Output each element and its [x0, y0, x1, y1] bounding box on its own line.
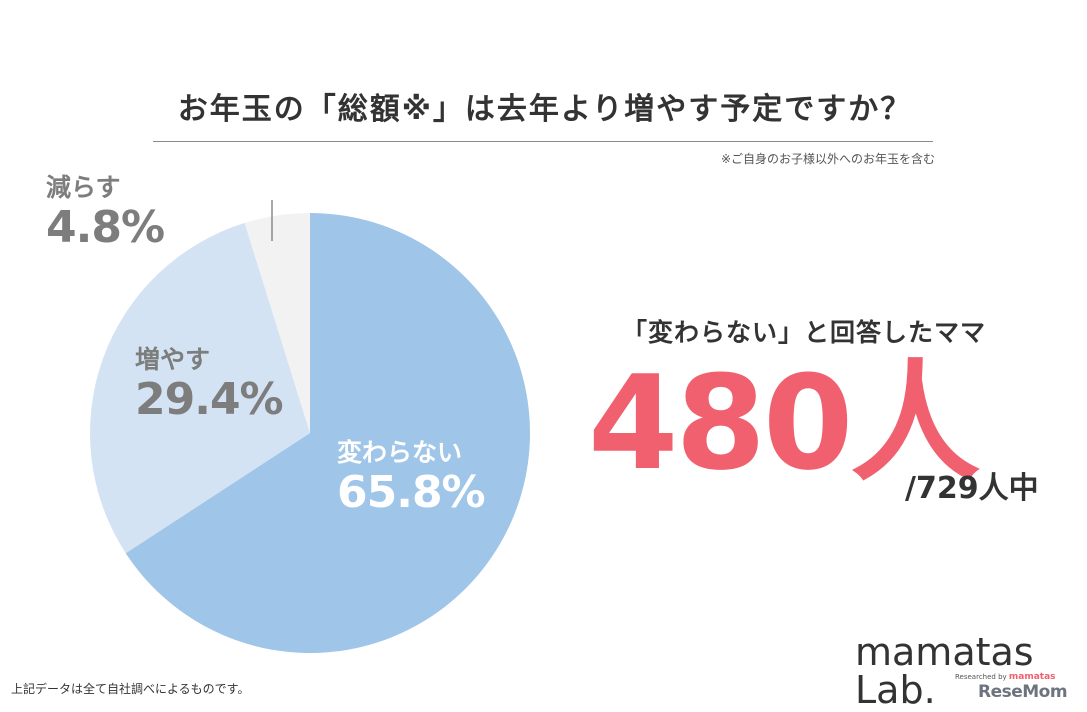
title-footnote: ※ご自身のお子様以外へのお年玉を含む — [720, 152, 935, 166]
slice-unchanged — [125, 213, 530, 653]
slice-increase — [89, 222, 310, 554]
chart-title: お年玉の「総額※」は去年より増やす予定ですか？ — [177, 92, 913, 127]
callout-caption: 「変わらない」と回答したママ — [622, 318, 987, 347]
callout-count: 480人 — [588, 347, 980, 499]
slice-name-decrease: 減らす — [46, 173, 121, 202]
source-note: 上記データは全て自社調べによるものです。 — [11, 682, 250, 696]
slice-name-unchanged: 変わらない — [337, 438, 463, 467]
slice-value-increase: 29.4% — [135, 374, 284, 425]
brand-sub-name: mamatas — [1008, 672, 1056, 682]
slice-label-unchanged: 変わらない 65.8% — [337, 438, 486, 518]
watermark: ReseMom — [978, 682, 1068, 702]
slice-decrease — [244, 213, 310, 433]
slice-value-decrease: 4.8% — [46, 202, 165, 253]
callout-total: /729人中 — [905, 471, 1039, 506]
brand-logo: mamatas Lab. — [855, 630, 1034, 712]
brand-sub-prefix: Researched by — [955, 673, 1007, 681]
slice-value-unchanged: 65.8% — [337, 467, 486, 518]
brand-subline: Researched by mamatas — [955, 672, 1056, 682]
title-divider — [153, 141, 933, 142]
slice-label-decrease: 減らす 4.8% — [46, 173, 165, 253]
slice-name-increase: 増やす — [135, 345, 211, 374]
slice-label-increase: 増やす 29.4% — [135, 345, 284, 425]
